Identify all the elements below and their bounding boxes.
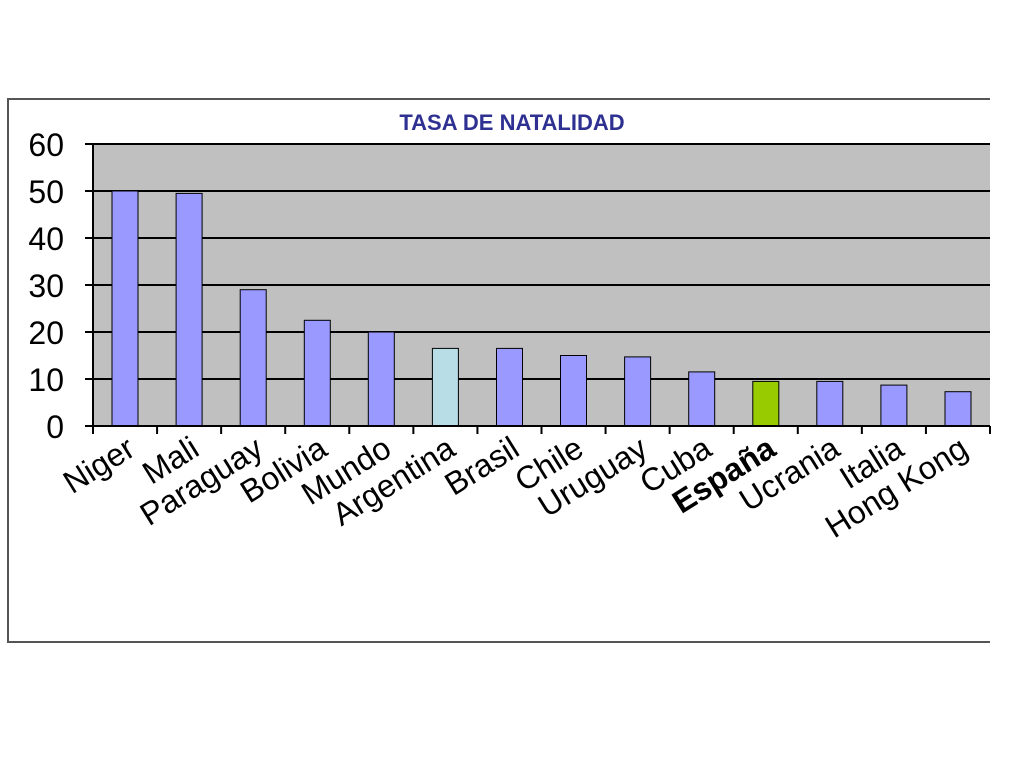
y-tick-label-60: 60: [28, 127, 64, 163]
bar-hong-kong: [944, 391, 972, 427]
bar-uruguay: [624, 356, 652, 427]
bar-ucrania: [816, 380, 844, 427]
bar-argentina: [431, 347, 459, 427]
gridlines: [93, 143, 990, 427]
y-tick-labels: 0 10 20 30 40 50 60: [28, 127, 64, 445]
bar-paraguay: [239, 289, 267, 427]
bar-mundo: [367, 331, 395, 427]
bar-chile: [560, 355, 587, 427]
x-tick-labels: NigerMaliParaguayBoliviaMundoArgentinaBr…: [57, 429, 974, 545]
bars: [111, 190, 972, 427]
bar-mali: [175, 192, 203, 427]
bar-italia: [880, 384, 908, 427]
bar-espana: [752, 380, 780, 427]
y-tick-label-30: 30: [28, 268, 64, 304]
bar-brasil: [496, 347, 523, 427]
y-tick-label-10: 10: [28, 362, 64, 398]
chart-title: TASA DE NATALIDAD: [399, 110, 625, 135]
y-tick-label-20: 20: [28, 315, 64, 351]
bar-cuba: [688, 371, 716, 427]
y-tick-label-0: 0: [46, 409, 64, 445]
y-tick-label-40: 40: [28, 221, 64, 257]
y-tick-label-50: 50: [28, 174, 64, 210]
bar-bolivia: [303, 319, 331, 427]
bar-niger: [111, 190, 139, 427]
axes: [85, 143, 991, 434]
x-tick-label-niger: Niger: [57, 429, 141, 500]
